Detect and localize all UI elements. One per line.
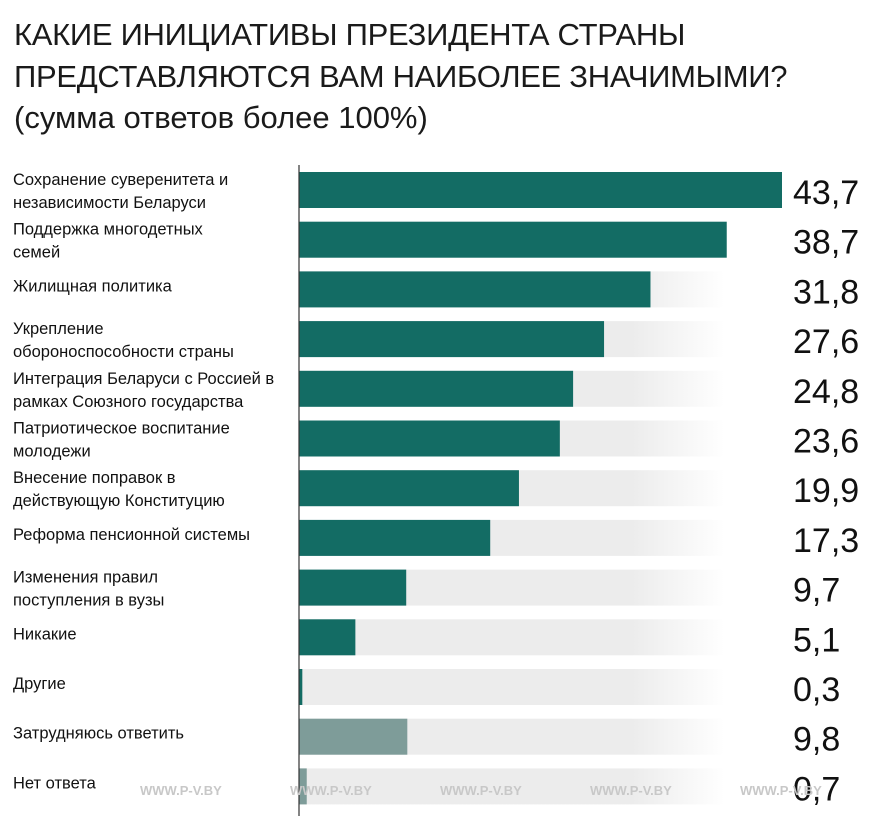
value-label: 23,6 (793, 423, 859, 461)
category-label-line: Другие (13, 675, 66, 693)
value-label: 0,3 (793, 671, 840, 709)
category-label-line: Изменения правил (13, 569, 158, 587)
category-label-line: Затрудняюсь ответить (13, 725, 184, 743)
category-label: Патриотическое воспитание молодежи (13, 420, 230, 461)
category-label-line: Жилищная политика (13, 277, 173, 295)
chart-title-line-2: ПРЕДСТАВЛЯЮТСЯ ВАМ НАИБОЛЕЕ ЗНАЧИМЫМИ? (14, 59, 788, 94)
value-label: 17,3 (793, 522, 859, 560)
bar-row: Изменения правил поступления в вузы 9,7 (13, 569, 840, 610)
category-label-line: Интеграция Беларуси с Россией в (13, 370, 274, 388)
category-label-line: действующую Конституцию (13, 492, 225, 510)
category-label: Внесение поправок в действующую Конституц… (13, 469, 225, 510)
value-label: 31,8 (793, 273, 859, 311)
bar (299, 619, 356, 656)
bar-row: Затрудняюсь ответить 9,8 (13, 718, 840, 759)
value-label: 24,8 (793, 373, 859, 411)
category-label: Изменения правил поступления в вузы (13, 569, 164, 610)
bar-row: Сохранение суверенитета и независимости Б… (13, 171, 859, 212)
watermark-text: WWW.P-V.BY (140, 783, 222, 798)
chart-title: КАКИЕ ИНИЦИАТИВЫ ПРЕЗИДЕНТА СТРАНЫ ПРЕДС… (14, 14, 864, 98)
category-label-line: поступления в вузы (13, 592, 164, 610)
bar (299, 669, 303, 705)
bar (299, 420, 560, 457)
category-label: Никакие (13, 625, 77, 643)
bar (299, 370, 574, 407)
category-label-line: Поддержка многодетных (13, 221, 204, 239)
category-label: Затрудняюсь ответить (13, 725, 184, 743)
bar (299, 221, 727, 258)
value-label: 5,1 (793, 621, 840, 659)
watermark-text: WWW.P-V.BY (440, 783, 522, 798)
bar-row: Внесение поправок в действующую Конституц… (13, 469, 859, 510)
bar-row: Жилищная политика 31,8 (13, 271, 859, 311)
chart-title-line-1: КАКИЕ ИНИЦИАТИВЫ ПРЕЗИДЕНТА СТРАНЫ (14, 17, 686, 52)
bar (299, 718, 408, 755)
category-label: Нет ответа (13, 774, 97, 792)
bar (299, 569, 407, 606)
value-label: 9,7 (793, 572, 840, 610)
bar (299, 768, 307, 805)
value-label: 43,7 (793, 174, 859, 212)
watermark-text: WWW.P-V.BY (290, 783, 372, 798)
value-label: 27,6 (793, 323, 859, 361)
category-label-line: рамках Союзного государства (13, 393, 244, 411)
value-label: 0,7 (793, 770, 840, 808)
category-label-line: Никакие (13, 625, 77, 643)
category-label: Другие (13, 675, 66, 693)
category-label-line: Нет ответа (13, 774, 97, 792)
bar-row: Другие 0,3 (13, 669, 840, 709)
category-label-line: обороноспособности страны (13, 343, 234, 361)
bar-row: Нет ответа 0,7 (13, 768, 840, 808)
bar (299, 172, 782, 208)
bar-row: Укрепление обороноспособности страны 27,6 (13, 320, 859, 361)
category-label: Сохранение суверенитета и независимости Б… (13, 171, 228, 212)
value-label: 19,9 (793, 472, 859, 510)
category-label: Укрепление обороноспособности страны (13, 320, 234, 361)
bar-row: Поддержка многодетных семей 38,7 (13, 221, 859, 262)
category-label: Реформа пенсионной системы (13, 526, 250, 544)
bar-row: Реформа пенсионной системы 17,3 (13, 519, 859, 560)
category-label-line: молодежи (13, 443, 91, 461)
value-label: 9,8 (793, 721, 840, 759)
watermark-text: WWW.P-V.BY (740, 783, 822, 798)
category-label-line: Внесение поправок в (13, 469, 176, 487)
value-label: 38,7 (793, 224, 859, 262)
bar (299, 321, 605, 358)
category-label: Поддержка многодетных семей (13, 221, 204, 262)
bar (299, 271, 651, 308)
category-label-line: независимости Беларуси (13, 194, 206, 212)
watermark-text: WWW.P-V.BY (590, 783, 672, 798)
category-label: Жилищная политика (13, 277, 173, 295)
chart-subtitle: (сумма ответов более 100%) (14, 100, 428, 135)
category-label-line: семей (13, 244, 60, 262)
bar (299, 519, 491, 556)
category-label-line: Патриотическое воспитание (13, 420, 230, 438)
bar-track (299, 669, 725, 705)
category-label-line: Реформа пенсионной системы (13, 526, 250, 544)
bar-row: Патриотическое воспитание молодежи 23,6 (13, 420, 859, 461)
category-label-line: Сохранение суверенитета и (13, 171, 228, 189)
bar (299, 470, 519, 507)
bar-track (299, 619, 725, 656)
bar-track (299, 768, 725, 805)
bar-row: Никакие 5,1 (13, 619, 840, 659)
bar-row: Интеграция Беларуси с Россией в рамках Со… (13, 370, 859, 411)
category-label: Интеграция Беларуси с Россией в рамках Со… (13, 370, 274, 411)
category-label-line: Укрепление (13, 320, 104, 338)
